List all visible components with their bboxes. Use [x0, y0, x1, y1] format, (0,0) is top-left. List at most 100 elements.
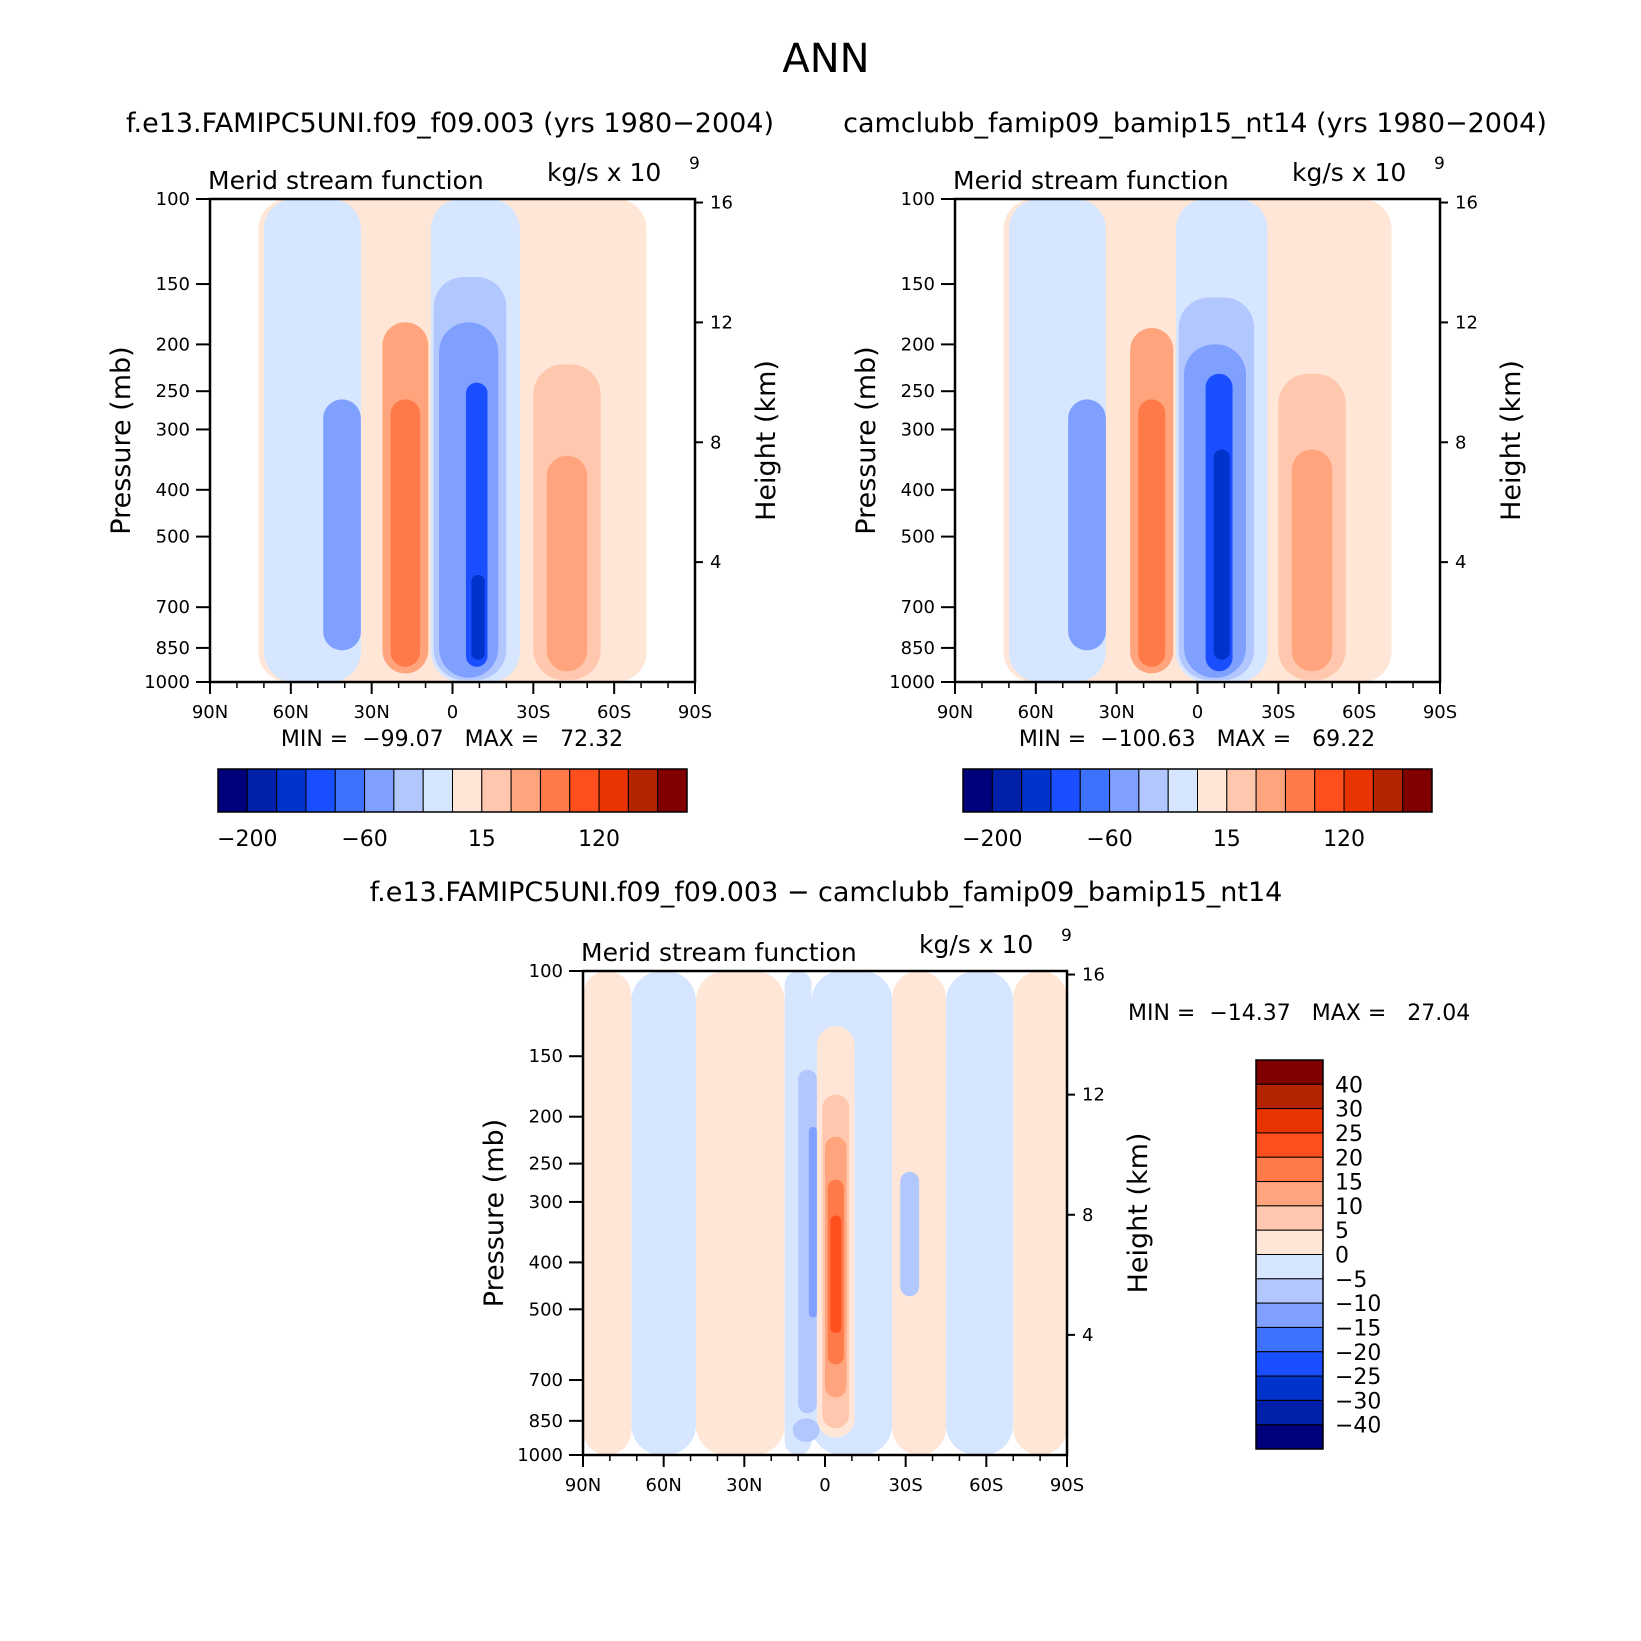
pressure-tick-label: 200: [901, 334, 935, 355]
colorbar-swatch: [1255, 1156, 1324, 1183]
pressure-tick-label: 400: [901, 480, 935, 501]
colorbar-swatch: [1197, 768, 1228, 813]
height-axis-label: Height (km): [1496, 360, 1527, 521]
contour-cell: [1213, 449, 1230, 660]
min-max-stats: MIN = −14.37 MAX = 27.04: [1128, 1001, 1470, 1026]
colorbar-label: −20: [1335, 1341, 1381, 1366]
colorbar-swatch: [657, 768, 688, 813]
pressure-tick-label: 850: [901, 638, 935, 659]
colorbar-swatch: [422, 768, 453, 813]
pressure-tick-label: 300: [901, 419, 935, 440]
pressure-tick-label: 1000: [517, 1445, 563, 1466]
colorbar-swatch: [1255, 1351, 1324, 1377]
lat-tick-label: 0: [819, 1475, 830, 1496]
colorbar-swatch: [1255, 1424, 1324, 1450]
contour-cell: [830, 1215, 842, 1334]
colorbar-swatch: [481, 768, 512, 813]
units-label: kg/s x 10: [1292, 158, 1406, 187]
colorbar-frame: [962, 768, 1433, 813]
min-max-stats: MIN = −99.07 MAX = 72.32: [281, 727, 623, 752]
colorbar-swatch: [598, 768, 629, 813]
lat-tick-label: 90S: [678, 702, 712, 723]
panel-header: camclubb_famip09_bamip15_nt14 (yrs 1980−…: [843, 108, 1547, 139]
units-exponent: 9: [1434, 154, 1445, 174]
contour-cell: [1291, 449, 1333, 672]
pressure-tick-label: 700: [156, 597, 190, 618]
pressure-tick-label: 400: [156, 480, 190, 501]
diff-header: f.e13.FAMIPC5UNI.f09_f09.003 − camclubb_…: [370, 877, 1283, 908]
lat-tick-label: 90N: [565, 1475, 601, 1496]
colorbar-label: 0: [1335, 1244, 1349, 1269]
pressure-tick-label: 500: [156, 527, 190, 548]
colorbar-swatch: [510, 768, 541, 813]
height-tick-label: 4: [1082, 1325, 1093, 1346]
pressure-tick-label: 300: [529, 1192, 563, 1213]
colorbar-swatch: [217, 768, 248, 813]
colorbar-swatch: [393, 768, 424, 813]
pressure-axis-label: Pressure (mb): [851, 346, 882, 534]
units-exponent: 9: [1061, 926, 1072, 946]
panel-difference: 100150200250300400500700850100016128490N…: [479, 926, 1470, 1496]
colorbar-swatch: [364, 768, 395, 813]
colorbar-label: −10: [1335, 1292, 1381, 1317]
height-tick-label: 12: [1455, 312, 1478, 333]
colorbar-label: 5: [1335, 1219, 1349, 1244]
contour-cell: [900, 1171, 920, 1297]
colorbar-swatch: [569, 768, 600, 813]
panel-control: 100 150 200 250 300 400 500 700 850 1000 16 12 8 4 90N…: [106, 108, 782, 752]
colorbar-swatch: [1255, 1399, 1324, 1426]
contour-cell: [808, 1126, 817, 1318]
colorbar-swatch: [1255, 1375, 1324, 1401]
lat-tick-label: 30S: [1261, 702, 1295, 723]
colorbar-label: 15: [1335, 1171, 1363, 1196]
colorbar-swatch: [334, 768, 366, 813]
colorbar-swatch: [1255, 1083, 1324, 1110]
lat-tick-label: 60N: [273, 702, 309, 723]
contour-cell: [1013, 971, 1067, 1455]
colorbar-swatch: [991, 768, 1023, 813]
colorbar-swatch: [1255, 1326, 1324, 1353]
pressure-axis-label: Pressure (mb): [479, 1119, 510, 1307]
variable-label: Merid stream function: [581, 938, 857, 967]
colorbar-swatch: [1255, 1302, 1324, 1328]
colorbar-label: 15: [468, 827, 496, 852]
colorbar-label: 20: [1335, 1146, 1363, 1171]
panel-header: f.e13.FAMIPC5UNI.f09_f09.003 (yrs 1980−2…: [126, 108, 774, 139]
colorbar-swatch: [1255, 768, 1286, 813]
contour-cell: [1068, 399, 1106, 651]
colorbar-swatch: [1167, 768, 1198, 813]
pressure-tick-label: 700: [529, 1370, 563, 1391]
colorbar-swatch: [1402, 768, 1433, 813]
height-tick-label: 4: [710, 552, 721, 573]
pressure-tick-label: 200: [156, 334, 190, 355]
contour-cell: [946, 971, 1014, 1455]
colorbar-swatch: [1255, 1278, 1324, 1304]
colorbar-swatch: [1314, 768, 1345, 813]
colorbar-swatch: [1255, 1229, 1324, 1255]
contour-cell: [695, 971, 785, 1455]
contour-field: [1003, 199, 1392, 682]
colorbar-swatch: [1138, 768, 1169, 813]
pressure-tick-label: 300: [156, 419, 190, 440]
pressure-tick-label: 100: [901, 189, 935, 210]
colorbar-label: −30: [1335, 1389, 1381, 1414]
pressure-tick-label: 150: [901, 274, 935, 295]
height-tick-label: 12: [1082, 1085, 1105, 1106]
colorbar-swatch: [1050, 768, 1081, 813]
lat-tick-label: 30N: [726, 1475, 762, 1496]
colorbar-test: −200 −60 15 120: [962, 768, 1433, 852]
lat-tick-label: 90N: [937, 702, 973, 723]
colorbar-label: 15: [1213, 827, 1241, 852]
colorbar-label: −25: [1335, 1365, 1381, 1390]
pressure-tick-label: 100: [529, 961, 563, 982]
colorbar-swatch: [1021, 768, 1052, 813]
pressure-axis-label: Pressure (mb): [106, 346, 137, 534]
contour-field: [583, 971, 1067, 1455]
colorbar-swatch: [305, 768, 336, 813]
colorbar-swatch: [1343, 768, 1374, 813]
contour-cell: [323, 399, 361, 651]
colorbar-label: −200: [217, 827, 277, 852]
pressure-tick-label: 100: [156, 189, 190, 210]
